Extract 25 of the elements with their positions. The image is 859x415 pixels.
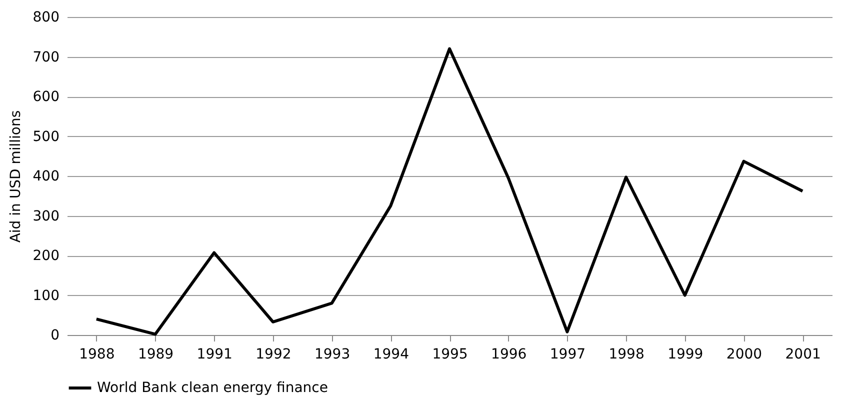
x-tick-label: 1997 bbox=[550, 346, 586, 362]
y-tick-label: 300 bbox=[32, 208, 60, 224]
y-tick-label: 600 bbox=[32, 89, 60, 105]
line-series bbox=[94, 47, 804, 336]
y-axis-title: Aid in USD millions bbox=[8, 110, 24, 243]
x-tick-label: 1998 bbox=[608, 346, 644, 362]
x-tick-label: 1988 bbox=[79, 346, 115, 362]
y-tick-label: 800 bbox=[32, 10, 60, 26]
y-tick-label: 200 bbox=[32, 248, 60, 264]
x-tick-label: 1995 bbox=[432, 346, 468, 362]
legend-label: World Bank clean energy finance bbox=[97, 380, 328, 396]
x-tick-label: 2000 bbox=[726, 346, 762, 362]
x-tick-label: 1992 bbox=[256, 346, 292, 362]
x-tick-label: 1996 bbox=[491, 346, 527, 362]
y-tick-label: 400 bbox=[32, 168, 60, 184]
x-tick-label: 1989 bbox=[138, 346, 174, 362]
x-tick-label: 1999 bbox=[668, 346, 704, 362]
y-tick-label: 700 bbox=[32, 49, 60, 66]
x-tick-label: 1991 bbox=[196, 346, 232, 362]
x-tick-label: 1993 bbox=[314, 346, 350, 362]
x-tick-label: 1994 bbox=[373, 346, 410, 362]
y-tick-label: 0 bbox=[50, 328, 60, 344]
x-tick-label: 2001 bbox=[785, 346, 821, 362]
y-tick-label: 500 bbox=[32, 128, 60, 145]
y-tick-label: 100 bbox=[32, 288, 60, 304]
